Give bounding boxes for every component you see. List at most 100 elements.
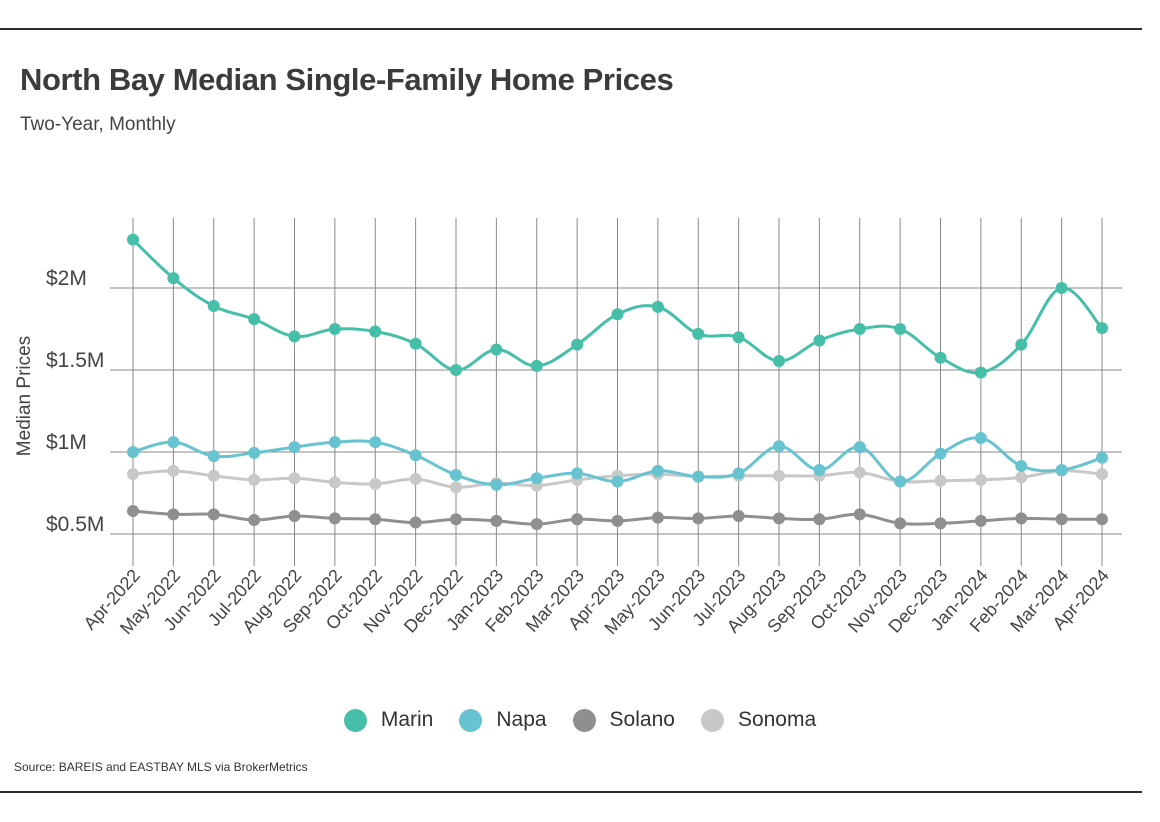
data-point-napa	[611, 475, 624, 488]
data-point-sonoma	[288, 472, 301, 485]
data-point-marin	[692, 327, 705, 340]
data-point-solano	[409, 516, 422, 529]
y-tick-label: $1.5M	[46, 349, 104, 372]
gridlines	[110, 218, 1122, 566]
data-point-solano	[369, 513, 382, 526]
data-point-napa	[248, 446, 261, 459]
data-point-napa	[1055, 464, 1068, 477]
data-point-sonoma	[773, 469, 785, 482]
data-point-solano	[1055, 513, 1068, 526]
data-point-napa	[773, 440, 785, 453]
data-point-solano	[611, 514, 624, 527]
data-point-napa	[651, 464, 664, 477]
data-point-sonoma	[450, 481, 462, 494]
chart-title: North Bay Median Single-Family Home Pric…	[20, 62, 674, 97]
data-point-marin	[773, 354, 785, 367]
data-point-marin	[894, 323, 907, 335]
data-point-solano	[167, 508, 180, 521]
data-point-sonoma	[328, 476, 341, 489]
data-point-marin	[450, 364, 462, 376]
data-point-marin	[530, 359, 543, 372]
data-point-sonoma	[127, 468, 139, 481]
data-point-napa	[894, 475, 907, 488]
data-point-marin	[288, 330, 301, 343]
data-point-sonoma	[1015, 471, 1028, 484]
data-point-napa	[1015, 459, 1028, 472]
data-point-solano	[773, 512, 785, 525]
data-point-solano	[571, 513, 584, 526]
data-point-sonoma	[853, 466, 866, 479]
data-point-napa	[530, 472, 543, 485]
legend-label: Napa	[496, 708, 547, 731]
y-axis-label: Median Prices	[14, 336, 35, 456]
data-point-solano	[328, 512, 341, 525]
data-point-solano	[288, 509, 301, 522]
data-point-napa	[167, 436, 180, 449]
data-point-napa	[974, 432, 987, 445]
data-point-marin	[1015, 338, 1028, 351]
data-point-sonoma	[207, 469, 220, 482]
data-point-solano	[732, 509, 745, 522]
data-point-marin	[328, 323, 341, 335]
data-point-sonoma	[369, 477, 382, 490]
data-point-solano	[207, 508, 220, 521]
data-point-solano	[127, 505, 139, 518]
y-tick-label: $1M	[46, 431, 87, 454]
series-marin	[127, 233, 1108, 379]
data-point-napa	[409, 449, 422, 462]
data-point-solano	[651, 511, 664, 524]
legend-swatch	[343, 708, 367, 732]
data-point-napa	[732, 467, 745, 480]
data-point-napa	[207, 450, 220, 463]
data-point-solano	[1015, 512, 1028, 525]
data-point-napa	[813, 464, 826, 477]
chart-legend: Marin Napa Solano Sonoma	[0, 708, 1160, 732]
data-point-napa	[288, 441, 301, 454]
data-point-marin	[853, 323, 866, 335]
data-point-marin	[1096, 322, 1108, 335]
data-point-marin	[934, 351, 947, 364]
data-point-napa	[328, 436, 341, 449]
data-point-napa	[127, 446, 139, 458]
data-point-solano	[450, 513, 462, 526]
data-point-marin	[571, 338, 584, 351]
data-point-napa	[692, 470, 705, 483]
legend-item-solano: Solano	[572, 708, 675, 732]
data-point-marin	[611, 308, 624, 321]
legend-label: Marin	[380, 708, 434, 731]
data-point-marin	[167, 272, 180, 285]
data-point-solano	[894, 517, 907, 530]
data-point-sonoma	[248, 473, 261, 486]
data-point-marin	[127, 233, 139, 246]
data-point-solano	[490, 514, 503, 527]
data-point-solano	[934, 517, 947, 530]
data-point-napa	[1096, 451, 1108, 464]
y-tick-label: $2M	[46, 267, 87, 290]
data-point-marin	[732, 331, 745, 344]
source-note: Source: BAREIS and EASTBAY MLS via Broke…	[14, 760, 308, 774]
data-point-napa	[369, 436, 382, 449]
data-point-solano	[248, 514, 261, 527]
data-point-marin	[974, 366, 987, 379]
top-rule	[0, 28, 1142, 30]
legend-item-sonoma: Sonoma	[700, 708, 817, 732]
chart-subtitle: Two-Year, Monthly	[20, 114, 176, 135]
legend-swatch	[700, 708, 724, 732]
data-point-sonoma	[974, 473, 987, 486]
data-point-sonoma	[409, 473, 422, 486]
data-point-marin	[813, 334, 826, 347]
data-point-sonoma	[167, 464, 180, 477]
data-point-solano	[530, 518, 543, 531]
legend-item-marin: Marin	[343, 708, 434, 732]
data-point-napa	[490, 478, 503, 491]
series-napa	[127, 432, 1108, 491]
legend-label: Sonoma	[737, 708, 817, 731]
data-point-marin	[490, 343, 503, 356]
x-axis-ticks: Apr-2022May-2022Jun-2022Jul-2022Aug-2022…	[80, 565, 1113, 638]
legend-swatch	[572, 708, 596, 732]
data-point-marin	[409, 337, 422, 350]
data-point-marin	[248, 313, 261, 326]
data-point-sonoma	[934, 474, 947, 487]
data-point-sonoma	[1096, 468, 1108, 481]
series-lines	[127, 233, 1108, 531]
